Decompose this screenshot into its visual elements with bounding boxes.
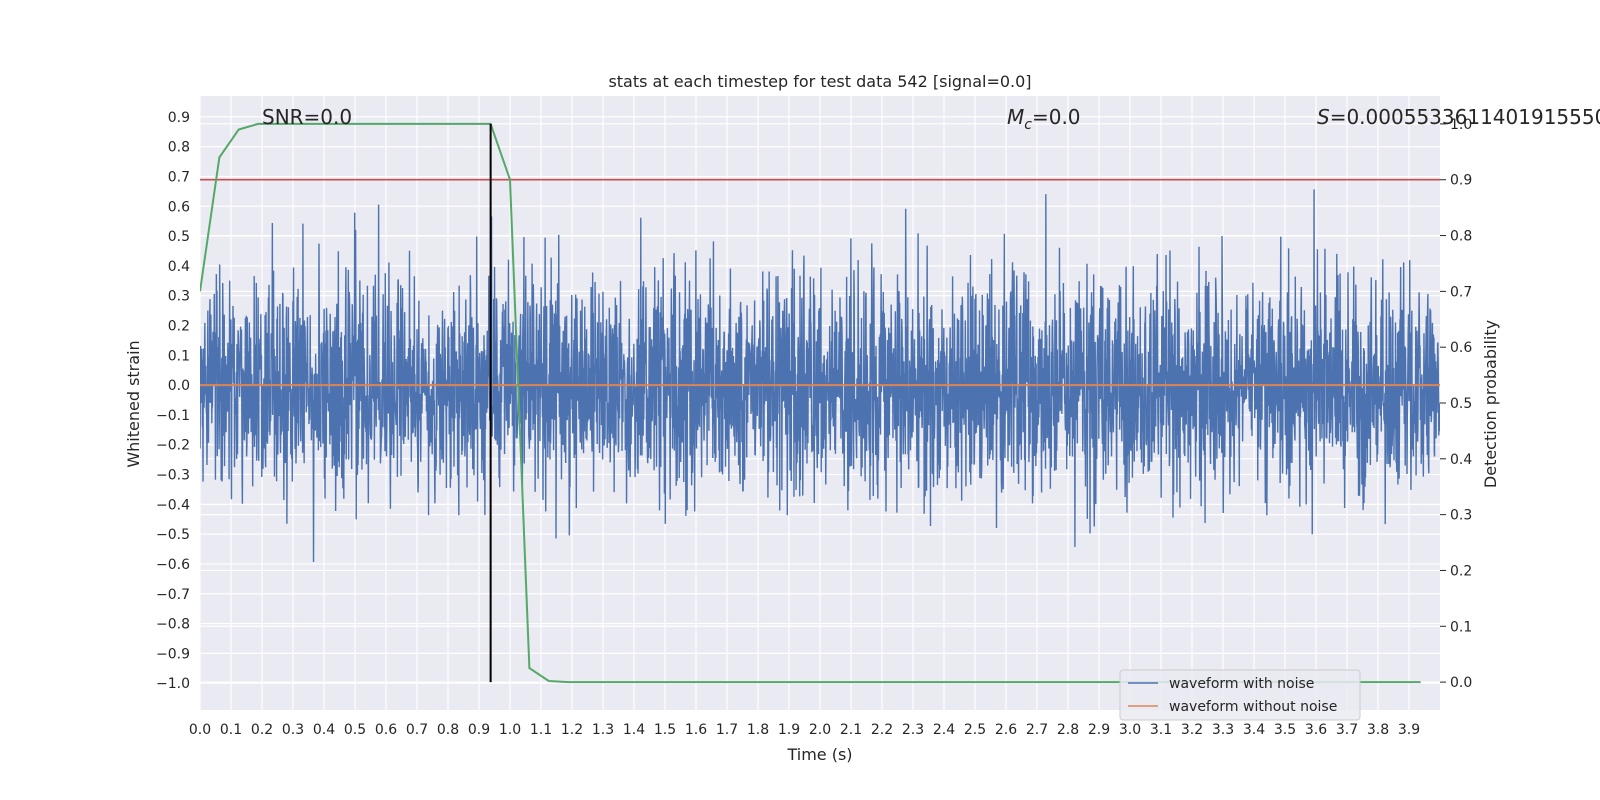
x-tick-label: 0.1 [220,722,242,738]
y-tick-label: −0.1 [156,408,190,424]
x-tick-label: 1.0 [499,722,521,738]
y2-tick-label: 0.7 [1450,284,1472,300]
y-tick-label: −0.9 [156,646,190,662]
x-tick-label: 0.0 [189,722,211,738]
chart-title: stats at each timestep for test data 542… [608,72,1031,91]
x-tick-label: 3.7 [1336,722,1358,738]
x-tick-label: 2.0 [809,722,831,738]
x-tick-label: 3.3 [1212,722,1234,738]
x-tick-label: 2.1 [840,722,862,738]
annotation-s-value: =0.0005533611401915550 [1330,105,1600,129]
x-tick-label: 1.3 [592,722,614,738]
x-tick-label: 2.4 [933,722,955,738]
y2-tick-label: 0.5 [1450,396,1472,412]
annotation-s: S=0.0005533611401915550 [1317,105,1600,129]
x-tick-label: 2.3 [902,722,924,738]
y2-tick-label: 0.4 [1450,452,1472,468]
x-tick-label: 1.2 [561,722,583,738]
legend-label-waveform-without-noise: waveform without noise [1169,699,1337,715]
y2-tick-label: 0.9 [1450,173,1472,189]
x-tick-label: 2.6 [995,722,1017,738]
y2-tick-label: 0.1 [1450,619,1472,635]
y-tick-label: −0.3 [156,468,190,484]
x-axis-label: Time (s) [786,745,852,764]
x-tick-label: 0.4 [313,722,335,738]
x-tick-label: 0.7 [406,722,428,738]
annotation-mc-symbol: M [1007,105,1024,129]
x-tick-label: 3.0 [1119,722,1141,738]
x-tick-label: 0.5 [344,722,366,738]
legend-box [1119,669,1361,721]
x-axis-ticks: 0.0 0.1 0.2 0.3 0.4 0.5 0.6 0.7 0.8 0.9 1.0 1.1 1.2 1… [189,722,1420,738]
annotation-snr: SNR=0.0 [262,105,352,129]
x-tick-label: 3.9 [1398,722,1420,738]
legend: waveform with noise waveform without noi… [1119,669,1361,721]
y-tick-label: 0.6 [168,199,190,215]
y-tick-label: 0.0 [168,378,190,394]
x-tick-label: 1.7 [716,722,738,738]
y2-tick-label: 0.8 [1450,229,1472,245]
x-tick-label: 3.8 [1367,722,1389,738]
y2-tick-label: 0.0 [1450,675,1472,691]
x-tick-label: 2.5 [964,722,986,738]
x-tick-label: 1.5 [654,722,676,738]
x-tick-label: 3.1 [1150,722,1172,738]
y-tick-label: −0.4 [156,497,190,513]
y2-tick-label: 1.0 [1450,117,1472,133]
y-tick-label: 0.3 [168,289,190,305]
y-tick-label: 0.5 [168,229,190,245]
x-tick-label: 2.9 [1088,722,1110,738]
x-tick-label: 0.2 [251,722,273,738]
y2-tick-label: 0.3 [1450,508,1472,524]
y2-axis-label: Detection probability [1481,320,1500,488]
y-tick-label: 0.1 [168,348,190,364]
x-tick-label: 3.4 [1243,722,1265,738]
x-tick-label: 2.2 [871,722,893,738]
x-tick-label: 1.1 [530,722,552,738]
x-tick-label: 0.8 [437,722,459,738]
y-tick-label: −0.7 [156,587,190,603]
y-tick-label: −0.8 [156,617,190,633]
x-tick-label: 0.6 [375,722,397,738]
x-tick-label: 1.4 [623,722,645,738]
annotation-mc-value: =0.0 [1032,105,1081,129]
y-axis-ticks: 0.9 0.8 0.7 0.6 0.5 0.4 0.3 0.2 0.1 0.0 −0.1 −0.2 −0… [156,110,190,692]
x-tick-label: 3.2 [1181,722,1203,738]
y-tick-label: 0.4 [168,259,190,275]
legend-label-waveform-with-noise: waveform with noise [1169,676,1314,692]
y-tick-label: −0.5 [156,527,190,543]
y2-axis-ticks: 1.0 0.9 0.8 0.7 0.6 0.5 0.4 0.3 0.2 0.1 0.0 [1440,117,1472,691]
annotation-mc-subscript: c [1024,117,1032,133]
annotation-mc: Mc=0.0 [1007,105,1081,133]
x-tick-label: 1.8 [747,722,769,738]
x-tick-label: 3.5 [1274,722,1296,738]
y2-tick-label: 0.2 [1450,563,1472,579]
y-tick-label: −0.6 [156,557,190,573]
y-tick-label: 0.9 [168,110,190,126]
x-tick-label: 2.8 [1057,722,1079,738]
x-tick-label: 0.3 [282,722,304,738]
y-tick-label: 0.7 [168,169,190,185]
y-tick-label: 0.2 [168,319,190,335]
y-tick-label: 0.8 [168,140,190,156]
y-axis-label: Whitened strain [124,340,143,467]
x-tick-label: 0.9 [468,722,490,738]
x-tick-label: 1.6 [685,722,707,738]
x-tick-label: 3.6 [1305,722,1327,738]
annotation-s-symbol: S [1317,105,1330,129]
y-tick-label: −0.2 [156,438,190,454]
y-tick-label: −1.0 [156,676,190,692]
y2-tick-label: 0.6 [1450,340,1472,356]
x-tick-label: 2.7 [1026,722,1048,738]
x-tick-label: 1.9 [778,722,800,738]
